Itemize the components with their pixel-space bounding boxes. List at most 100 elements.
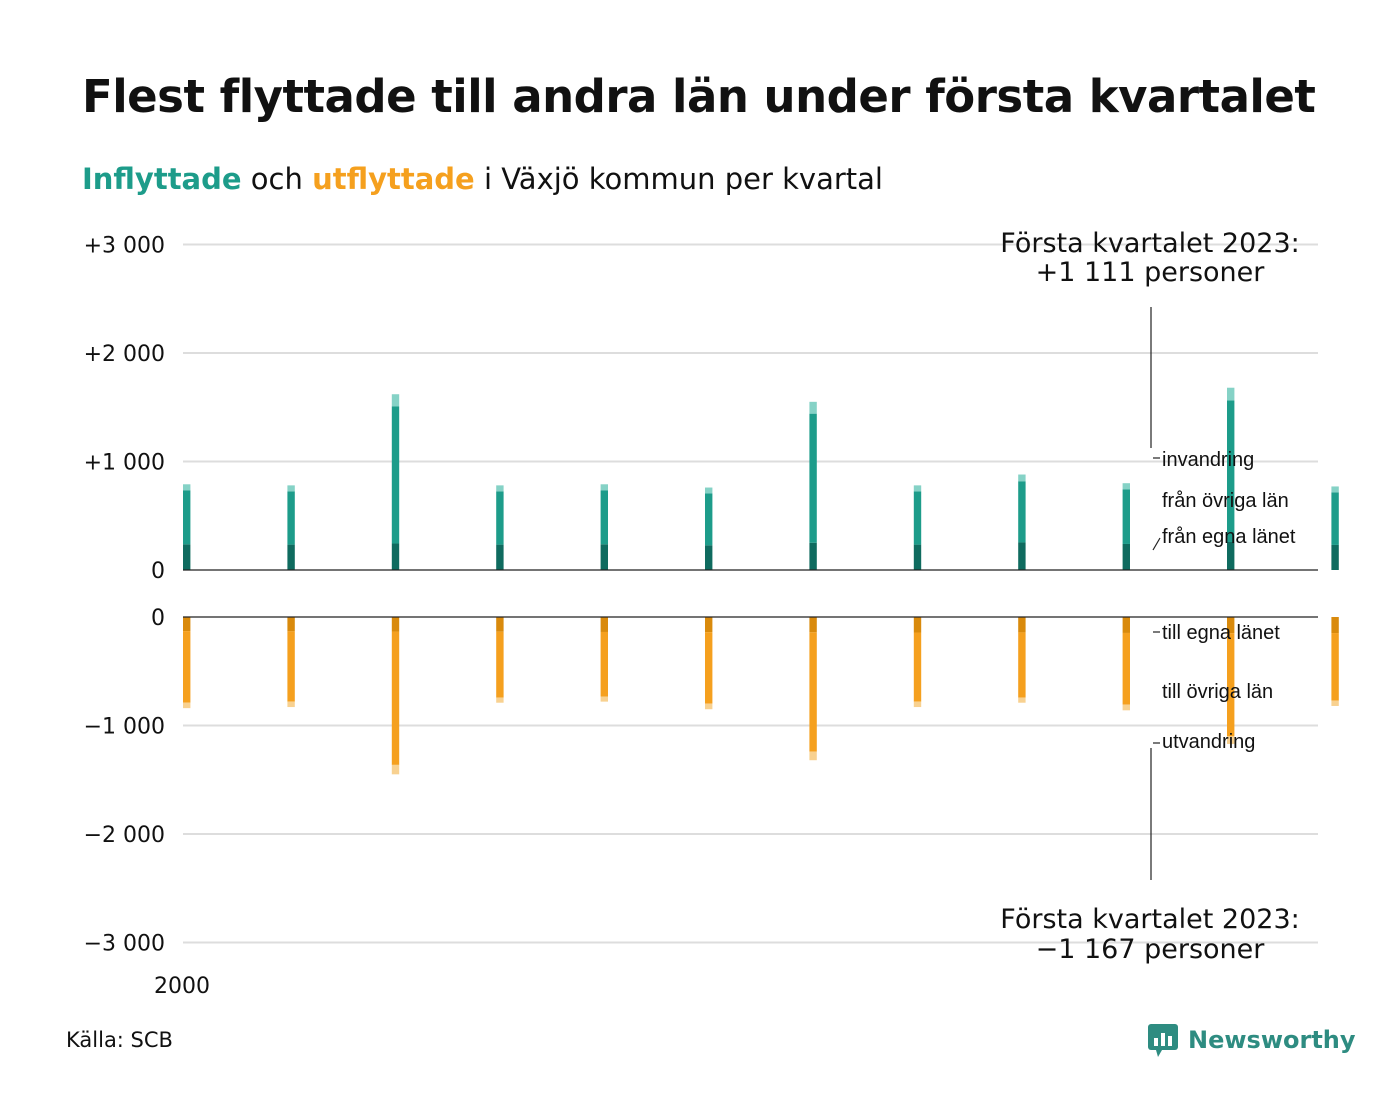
bar-out-other bbox=[809, 632, 817, 752]
bars-outflow bbox=[183, 617, 1339, 775]
bar-in-abroad bbox=[600, 484, 608, 491]
series-label-in: invandring bbox=[1162, 449, 1254, 471]
bar-out-other bbox=[600, 631, 608, 697]
y-tick-label-out: −3 000 bbox=[84, 932, 165, 957]
bar-out-own bbox=[1122, 617, 1130, 633]
bar-in-other bbox=[809, 413, 817, 543]
bar-out-abroad bbox=[287, 701, 295, 708]
bar-in-abroad bbox=[809, 401, 817, 414]
leader-line bbox=[1152, 537, 1161, 551]
bar-out-abroad bbox=[496, 697, 504, 703]
bar-out-abroad bbox=[1018, 697, 1026, 703]
bar-out-own bbox=[600, 617, 608, 632]
bar-in-own bbox=[1122, 543, 1130, 570]
series-label-out: till övriga län bbox=[1162, 681, 1273, 703]
bar-in-other bbox=[1018, 481, 1026, 543]
bar-in-other bbox=[183, 490, 191, 545]
grid-out bbox=[183, 724, 1318, 944]
y-tick-label-in: +1 000 bbox=[84, 451, 165, 476]
bar-out-own bbox=[287, 617, 295, 632]
bar-in-own bbox=[1331, 544, 1339, 570]
bar-in-own bbox=[1227, 542, 1235, 570]
bar-in-own bbox=[600, 544, 608, 570]
bar-in-own bbox=[1018, 542, 1026, 570]
subtitle-out-word: utflyttade bbox=[312, 162, 475, 196]
bar-out-abroad bbox=[913, 701, 922, 708]
bar-out-abroad bbox=[1227, 736, 1235, 744]
y-tick-label-out: −2 000 bbox=[84, 823, 165, 848]
bar-in-other bbox=[496, 491, 504, 545]
annotation-bottom-line1: Första kvartalet 2023: bbox=[1000, 904, 1299, 935]
bar-out-own bbox=[1227, 617, 1235, 634]
bar-out-other bbox=[287, 631, 295, 702]
bar-in-own bbox=[183, 544, 191, 570]
bar-in-other bbox=[391, 406, 400, 544]
bar-out-abroad bbox=[600, 696, 608, 702]
newsworthy-icon bbox=[1148, 1024, 1178, 1057]
series-label-in: från egna länet bbox=[1162, 526, 1296, 548]
subtitle-in-word: Inflyttade bbox=[82, 162, 242, 196]
bar-in-other bbox=[913, 491, 922, 545]
bar-in-other bbox=[1122, 489, 1130, 544]
bar-out-abroad bbox=[183, 702, 191, 709]
brand-name: Newsworthy bbox=[1188, 1026, 1356, 1054]
chart-subtitle: Inflyttade och utflyttade i Växjö kommun… bbox=[82, 162, 1282, 196]
x-tick-label: 2000 bbox=[154, 974, 210, 999]
grid-in bbox=[183, 243, 1318, 463]
bar-in-other bbox=[705, 493, 713, 546]
bar-out-other bbox=[496, 631, 504, 698]
y-tick-label-in: +2 000 bbox=[84, 342, 165, 367]
bar-in-other bbox=[287, 491, 295, 545]
bar-out-abroad bbox=[1331, 700, 1339, 706]
bar-out-other bbox=[1018, 632, 1026, 698]
bar-in-own bbox=[705, 545, 713, 570]
source-note: Källa: SCB bbox=[66, 1028, 173, 1052]
bar-in-abroad bbox=[183, 484, 191, 491]
subtitle-rest: i Växjö kommun per kvartal bbox=[483, 162, 883, 196]
bar-out-own bbox=[391, 617, 400, 632]
bar-in-own bbox=[809, 542, 817, 570]
bar-in-own bbox=[496, 544, 504, 570]
bar-out-other bbox=[913, 632, 922, 702]
annotation-top-line1: Första kvartalet 2023: bbox=[1000, 228, 1299, 259]
bar-out-abroad bbox=[705, 703, 713, 710]
bar-in-abroad bbox=[1122, 483, 1130, 490]
bar-out-own bbox=[1331, 617, 1339, 634]
bar-out-other bbox=[705, 632, 713, 704]
bar-in-abroad bbox=[705, 487, 713, 494]
bar-out-abroad bbox=[1122, 704, 1130, 711]
y-tick-label-in: 0 bbox=[151, 559, 165, 584]
bar-in-other bbox=[600, 490, 608, 545]
bar-out-own bbox=[809, 617, 817, 633]
bar-out-own bbox=[1018, 617, 1026, 633]
annotation-bottom-line2: −1 167 personer bbox=[1036, 934, 1266, 965]
bar-in-abroad bbox=[496, 485, 504, 492]
bar-in-own bbox=[287, 544, 295, 570]
bar-out-own bbox=[183, 617, 191, 632]
bar-in-other bbox=[1227, 400, 1235, 543]
bar-in-other bbox=[1331, 492, 1339, 545]
brand-logo: Newsworthy bbox=[1148, 1022, 1356, 1058]
series-label-out: utvandring bbox=[1162, 731, 1255, 753]
bars-inflow bbox=[183, 387, 1339, 570]
chart-title: Flest flyttade till andra län under förs… bbox=[82, 70, 1316, 123]
bar-in-abroad bbox=[287, 485, 295, 492]
axes: 0 +1 000 +2 000 +3 000 0 −1 000 −2 000 −3 000 20… bbox=[84, 234, 1318, 999]
bar-out-abroad bbox=[391, 764, 400, 775]
bar-in-own bbox=[391, 543, 400, 570]
bar-out-abroad bbox=[809, 751, 817, 761]
bar-in-abroad bbox=[913, 485, 922, 492]
bar-out-other bbox=[391, 631, 400, 765]
series-label-out: till egna länet bbox=[1162, 622, 1280, 644]
bar-out-other bbox=[1331, 633, 1339, 701]
bar-in-abroad bbox=[1331, 486, 1339, 493]
bar-out-other bbox=[183, 631, 191, 703]
annotation-top-line2: +1 111 personer bbox=[1036, 257, 1266, 288]
bar-in-abroad bbox=[1227, 387, 1235, 401]
annotations: från egna länet från övriga län invandring… bbox=[1000, 228, 1299, 965]
y-tick-label-out: −1 000 bbox=[84, 715, 165, 740]
bar-out-other bbox=[1122, 632, 1130, 705]
bar-out-own bbox=[705, 617, 713, 633]
bar-in-abroad bbox=[391, 394, 400, 407]
